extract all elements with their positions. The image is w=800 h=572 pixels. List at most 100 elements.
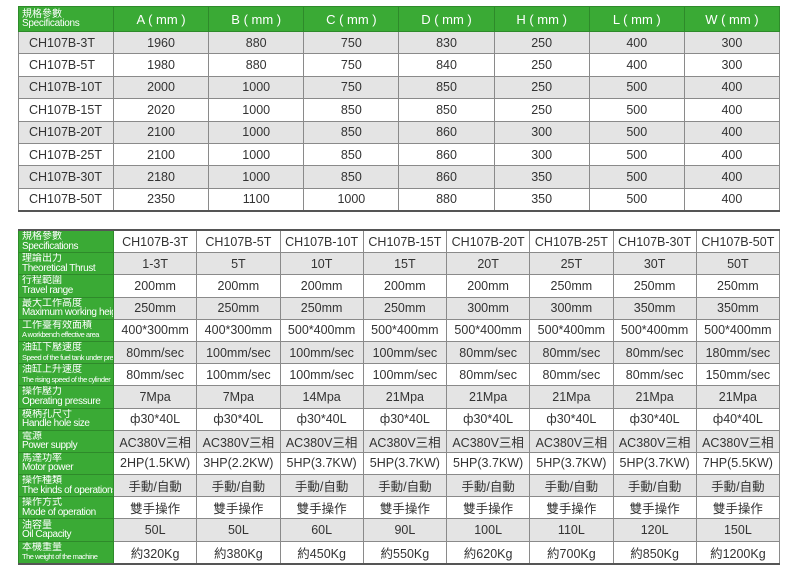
value-cell: 850 xyxy=(303,165,400,189)
row-label-zh: 油缸上升速度 xyxy=(22,364,82,376)
value-cell: 100mm/sec xyxy=(279,340,364,365)
value-cell: 1000 xyxy=(303,187,400,212)
row-label-en: Oil Capacity xyxy=(22,529,72,541)
value-cell: 手動/自動 xyxy=(612,474,697,498)
row-label: 操作種類 The kinds of operations xyxy=(18,474,114,498)
specifications-table: 規格參數 Specifications CH107B-3T CH107B-5T CH10… xyxy=(18,229,781,565)
value-cell: 15T xyxy=(362,252,448,276)
value-cell: AC380V三相 xyxy=(112,429,198,453)
value-cell: 1-3T xyxy=(112,252,198,276)
value-cell: 250mm xyxy=(695,274,781,298)
spec-header: 規格參數 Specifications xyxy=(18,6,114,32)
row-label-en: The rising speed of the cylinder xyxy=(22,374,111,384)
value-cell: 300 xyxy=(683,53,781,77)
value-cell: 80mm/sec xyxy=(445,363,531,387)
value-cell: AC380V三相 xyxy=(612,429,697,453)
value-cell: 110L xyxy=(529,518,614,542)
value-cell: 500 xyxy=(588,165,685,189)
row-label-en: Motor power xyxy=(22,462,74,474)
value-cell: ф30*40L xyxy=(196,407,281,431)
value-cell: 21Mpa xyxy=(695,385,781,409)
value-cell: 5HP(3.7KW) xyxy=(529,451,614,476)
value-cell: 80mm/sec xyxy=(529,363,614,387)
value-cell: 250 xyxy=(493,75,590,100)
value-cell: 5HP(3.7KW) xyxy=(279,451,364,476)
value-cell: 300mm xyxy=(445,296,531,320)
row-label-zh: 規格參數 xyxy=(22,231,62,243)
value-cell: 雙手操作 xyxy=(695,496,781,520)
column-header: B ( mm ) xyxy=(208,6,305,32)
value-cell: 7Mpa xyxy=(196,385,281,409)
row-label-en: Speed of the fuel tank under pressure xyxy=(22,352,114,362)
model-cell: CH107B-50T xyxy=(18,187,114,212)
value-cell: 850 xyxy=(303,120,400,144)
value-cell: 手動/自動 xyxy=(112,474,198,498)
value-cell: 5HP(3.7KW) xyxy=(612,451,697,476)
value-cell: 約1200Kg xyxy=(695,540,781,565)
value-cell: 1980 xyxy=(112,53,210,77)
value-cell: 約320Kg xyxy=(112,540,198,565)
row-label-zh: 電源 xyxy=(22,430,42,442)
value-cell: 850 xyxy=(398,98,495,122)
value-cell: 30T xyxy=(612,252,697,276)
value-cell: 14Mpa xyxy=(279,385,364,409)
row-label: 操作方式 Mode of operation xyxy=(18,496,114,520)
value-cell: 80mm/sec xyxy=(612,363,697,387)
value-cell: 150mm/sec xyxy=(695,363,781,387)
table-row: 油缸上升速度 The rising speed of the cylinder 80… xyxy=(18,363,781,387)
row-label-en: The kinds of operations xyxy=(22,484,114,496)
model-cell: CH107B-10T xyxy=(18,75,114,100)
row-label: 行程範圍 Travel range xyxy=(18,274,114,298)
value-cell: 400 xyxy=(588,53,685,77)
value-cell: 手動/自動 xyxy=(529,474,614,498)
value-cell: 500 xyxy=(588,142,685,167)
dimensions-table: 規格參數 Specifications A ( mm ) B ( mm ) C ( … xyxy=(18,6,781,213)
value-cell: 860 xyxy=(398,120,495,144)
value-cell: 180mm/sec xyxy=(695,340,781,365)
row-label-zh: 理論出力 xyxy=(22,253,62,265)
value-cell: 60L xyxy=(279,518,364,542)
value-cell: 50T xyxy=(695,252,781,276)
value-cell: 手動/自動 xyxy=(362,474,448,498)
value-cell: 5HP(3.7KW) xyxy=(445,451,531,476)
value-cell: 手動/自動 xyxy=(279,474,364,498)
row-label-zh: 油缸下壓速度 xyxy=(22,342,82,354)
value-cell: 手動/自動 xyxy=(695,474,781,498)
row-label-en: Maximum working height xyxy=(22,307,113,319)
value-cell: 1000 xyxy=(208,165,305,189)
value-cell: 90L xyxy=(362,518,448,542)
row-label: 操作壓力 Operating pressure xyxy=(18,385,114,409)
value-cell: 750 xyxy=(303,53,400,77)
value-cell: CH107B-20T xyxy=(445,229,531,254)
value-cell: 250mm xyxy=(362,296,448,320)
spec-header-zh: 規格參數 xyxy=(22,9,62,20)
value-cell: 400 xyxy=(683,75,781,100)
value-cell: 300 xyxy=(493,120,590,144)
value-cell: 約620Kg xyxy=(445,540,531,565)
value-cell: 雙手操作 xyxy=(196,496,281,520)
row-label-zh: 本機重量 xyxy=(22,541,62,553)
value-cell: 350 xyxy=(493,187,590,212)
row-label-en: Travel range xyxy=(22,284,73,296)
value-cell: 2HP(1.5KW) xyxy=(112,451,198,476)
value-cell: ф30*40L xyxy=(112,407,198,431)
value-cell: 400 xyxy=(683,165,781,189)
table-row: 油容量 Oil Capacity 50L 50L 60L 90L 100L 110L 120L 1… xyxy=(18,518,781,542)
row-label: 工作臺有效面積 A workbench effective area xyxy=(18,318,114,342)
value-cell: 2020 xyxy=(112,98,210,122)
table-row: 操作壓力 Operating pressure 7Mpa 7Mpa 14Mpa 21Mpa… xyxy=(18,385,781,409)
value-cell: 400 xyxy=(683,98,781,122)
value-cell: 500 xyxy=(588,120,685,144)
value-cell: 1000 xyxy=(208,98,305,122)
table-row: CH107B-25T 2100 1000 850 860 300 500 400 xyxy=(18,142,781,167)
value-cell: 2100 xyxy=(112,120,210,144)
value-cell: 20T xyxy=(445,252,531,276)
value-cell: AC380V三相 xyxy=(445,429,531,453)
value-cell: 21Mpa xyxy=(445,385,531,409)
model-cell: CH107B-5T xyxy=(18,53,114,77)
value-cell: 約700Kg xyxy=(529,540,614,565)
row-label: 油缸上升速度 The rising speed of the cylinder xyxy=(18,363,114,387)
value-cell: 850 xyxy=(303,98,400,122)
row-label-en: A workbench effective area xyxy=(22,330,99,340)
